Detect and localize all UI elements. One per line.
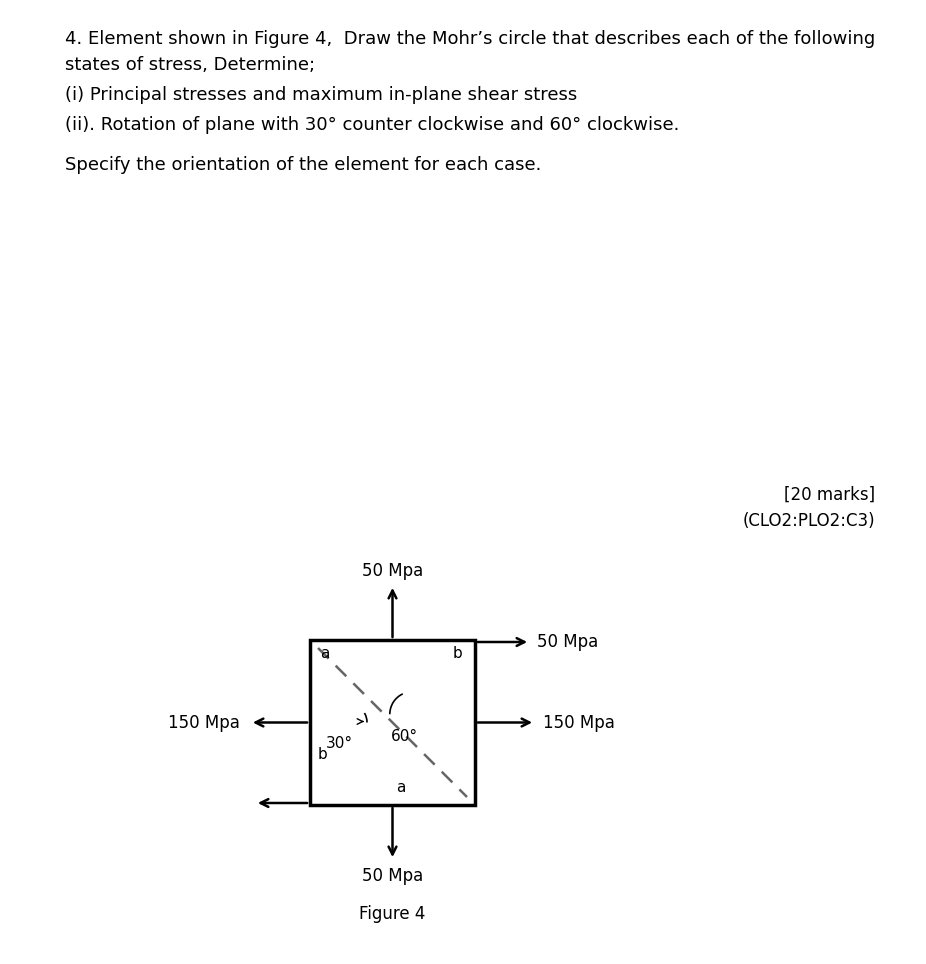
Text: a: a bbox=[320, 646, 330, 661]
Text: 60°: 60° bbox=[391, 729, 418, 744]
Text: states of stress, Determine;: states of stress, Determine; bbox=[65, 56, 315, 74]
Text: 50 Mpa: 50 Mpa bbox=[537, 633, 598, 651]
Text: 150 Mpa: 150 Mpa bbox=[169, 713, 240, 732]
Text: 150 Mpa: 150 Mpa bbox=[543, 713, 615, 732]
Text: (i) Principal stresses and maximum in-plane shear stress: (i) Principal stresses and maximum in-pl… bbox=[65, 86, 577, 104]
Text: (ii). Rotation of plane with 30° counter clockwise and 60° clockwise.: (ii). Rotation of plane with 30° counter… bbox=[65, 116, 680, 134]
Text: 50 Mpa: 50 Mpa bbox=[362, 867, 423, 885]
Text: [20 marks]: [20 marks] bbox=[784, 486, 875, 504]
Bar bbox=[310, 640, 475, 805]
Text: b: b bbox=[318, 747, 328, 763]
Text: b: b bbox=[453, 646, 463, 661]
Text: 30°: 30° bbox=[326, 736, 353, 751]
Text: a: a bbox=[395, 780, 406, 795]
Text: Specify the orientation of the element for each case.: Specify the orientation of the element f… bbox=[65, 156, 542, 174]
Text: (CLO2:PLO2:C3): (CLO2:PLO2:C3) bbox=[743, 512, 875, 530]
Text: 4. Element shown in Figure 4,  Draw the Mohr’s circle that describes each of the: 4. Element shown in Figure 4, Draw the M… bbox=[65, 30, 875, 48]
Text: 50 Mpa: 50 Mpa bbox=[362, 562, 423, 580]
Text: Figure 4: Figure 4 bbox=[359, 905, 426, 923]
